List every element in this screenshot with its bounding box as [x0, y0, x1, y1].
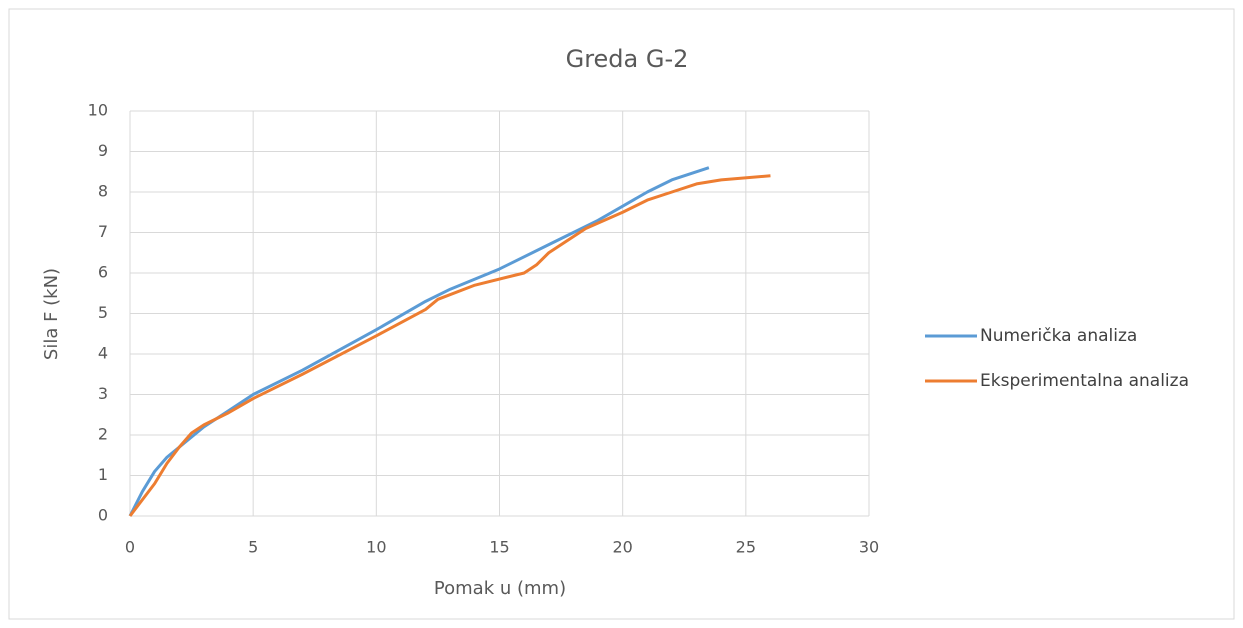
x-tick-label: 10	[366, 538, 386, 557]
x-tick-label: 0	[125, 538, 135, 557]
x-tick-label: 5	[248, 538, 258, 557]
chart-title: Greda G-2	[566, 45, 689, 73]
x-tick-label: 15	[489, 538, 509, 557]
y-tick-label: 2	[98, 425, 108, 444]
y-tick-label: 10	[88, 101, 108, 120]
y-tick-label: 5	[98, 303, 108, 322]
y-tick-label: 4	[98, 344, 108, 363]
y-tick-label: 8	[98, 182, 108, 201]
x-axis-title: Pomak u (mm)	[434, 578, 566, 599]
legend-label: Eksperimentalna analiza	[980, 371, 1189, 391]
y-tick-label: 6	[98, 263, 108, 282]
x-tick-label: 25	[736, 538, 756, 557]
legend-label: Numerička analiza	[980, 326, 1137, 346]
x-tick-label: 30	[859, 538, 879, 557]
y-tick-label: 1	[98, 465, 108, 484]
y-tick-label: 3	[98, 384, 108, 403]
y-axis-title: Sila F (kN)	[41, 268, 62, 360]
y-tick-label: 9	[98, 141, 108, 160]
x-tick-label: 20	[612, 538, 632, 557]
data-line	[128, 166, 710, 517]
data-line	[128, 174, 771, 517]
y-tick-label: 7	[98, 222, 108, 241]
y-tick-label: 0	[98, 506, 108, 525]
